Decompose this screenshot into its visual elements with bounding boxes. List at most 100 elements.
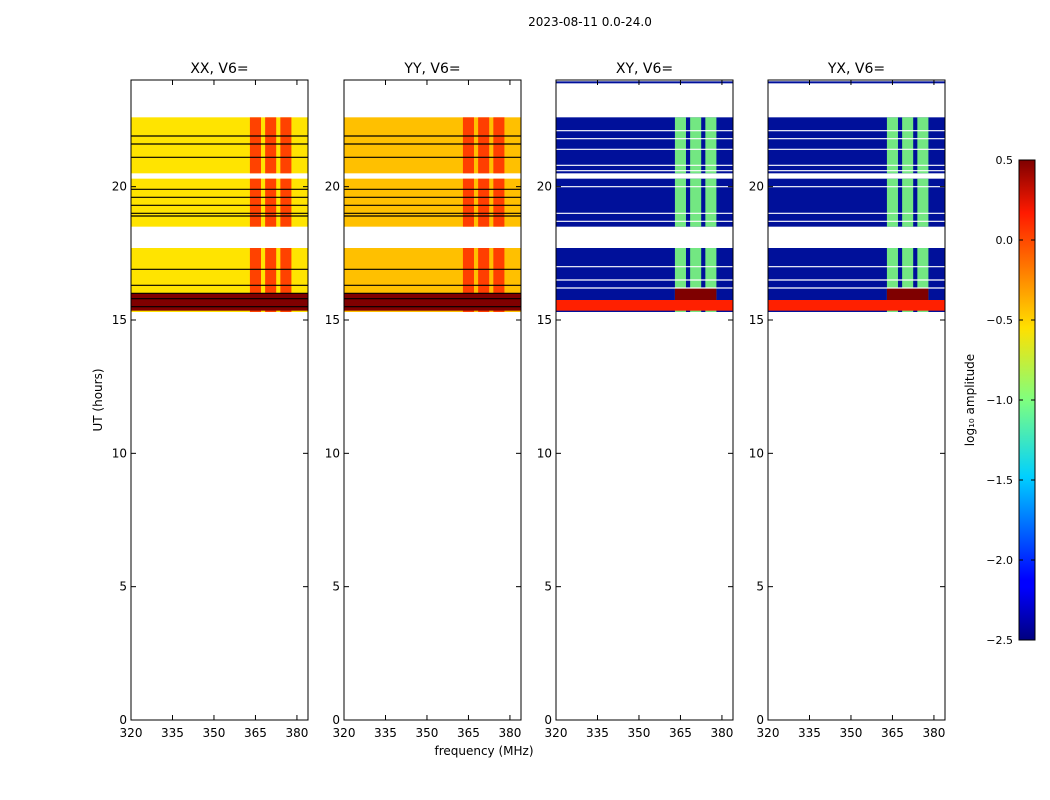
x-tick-label: 380 xyxy=(285,726,308,740)
rfi-strip xyxy=(249,248,261,312)
figure-title: 2023-08-11 0.0-24.0 xyxy=(528,15,652,29)
edge-row xyxy=(556,81,733,84)
y-tick-label: 10 xyxy=(749,446,764,460)
colorbar-tick-label: −2.0 xyxy=(986,554,1013,567)
rfi-strip xyxy=(265,117,277,174)
colorbar-label: log₁₀ amplitude xyxy=(963,354,977,446)
y-tick-label: 15 xyxy=(749,313,764,327)
x-axis-label: frequency (MHz) xyxy=(434,744,533,758)
data-band xyxy=(131,117,308,174)
x-tick-label: 320 xyxy=(120,726,143,740)
y-tick-label: 10 xyxy=(112,446,127,460)
x-tick-label: 350 xyxy=(203,726,226,740)
y-tick-label: 0 xyxy=(756,713,764,727)
panel-title: XY, V6= xyxy=(616,61,673,77)
rfi-strip xyxy=(493,117,505,174)
panel-title: YX, V6= xyxy=(827,61,885,77)
x-tick-label: 350 xyxy=(840,726,863,740)
axes-frame xyxy=(555,79,734,721)
x-tick-label: 335 xyxy=(798,726,821,740)
panel-1: XX, V6= 0 5 10 15 20 320 335 350 365 380 xyxy=(112,61,309,740)
x-tick-label: 320 xyxy=(545,726,568,740)
data-band xyxy=(344,178,521,227)
x-tick-label: 380 xyxy=(922,726,945,740)
y-tick-label: 5 xyxy=(332,580,340,594)
rfi-strip xyxy=(674,117,686,174)
saturated-band xyxy=(131,293,308,311)
colorbar-tick-label: 0.0 xyxy=(996,234,1014,247)
x-tick-label: 350 xyxy=(416,726,439,740)
x-tick-label: 365 xyxy=(881,726,904,740)
x-tick-label: 365 xyxy=(244,726,267,740)
rfi-strip xyxy=(886,117,898,174)
y-tick-label: 15 xyxy=(325,313,340,327)
rfi-strip xyxy=(280,178,292,227)
panel-4: YX, V6= 0 5 10 15 20 320 335 350 365 380 xyxy=(749,61,946,740)
rfi-strip xyxy=(674,178,686,227)
saturated-band xyxy=(886,288,929,300)
rfi-strip xyxy=(280,248,292,312)
y-tick-label: 20 xyxy=(749,180,764,194)
rfi-strip xyxy=(493,248,505,312)
rfi-strip xyxy=(249,117,261,174)
rfi-strip xyxy=(462,248,474,312)
rfi-strip xyxy=(478,178,490,227)
x-tick-label: 380 xyxy=(498,726,521,740)
rfi-strip xyxy=(690,178,702,227)
y-tick-label: 5 xyxy=(756,580,764,594)
x-tick-label: 350 xyxy=(628,726,651,740)
y-axis-label: UT (hours) xyxy=(91,368,105,431)
saturated-band xyxy=(344,293,521,311)
rfi-strip xyxy=(705,178,717,227)
y-tick-label: 15 xyxy=(112,313,127,327)
y-tick-label: 20 xyxy=(537,180,552,194)
colorbar-tick-label: 0.5 xyxy=(996,154,1014,167)
rfi-strip xyxy=(265,178,277,227)
x-tick-label: 335 xyxy=(586,726,609,740)
y-tick-label: 0 xyxy=(119,713,127,727)
rfi-strip xyxy=(249,178,261,227)
x-tick-label: 320 xyxy=(333,726,356,740)
data-band xyxy=(768,117,945,174)
colorbar-tick-label: −0.5 xyxy=(986,314,1013,327)
rfi-strip xyxy=(690,117,702,174)
panels: XX, V6= 0 5 10 15 20 320 335 350 365 380 YY, V6= 0 5 1… xyxy=(112,61,946,740)
y-tick-label: 20 xyxy=(112,180,127,194)
rfi-strip xyxy=(280,117,292,174)
axes-frame xyxy=(343,79,522,721)
data-band xyxy=(344,117,521,174)
y-tick-label: 0 xyxy=(332,713,340,727)
rfi-strip xyxy=(705,117,717,174)
x-tick-label: 335 xyxy=(374,726,397,740)
rfi-strip xyxy=(902,178,914,227)
data-band xyxy=(131,178,308,227)
y-tick-label: 5 xyxy=(544,580,552,594)
y-tick-label: 15 xyxy=(537,313,552,327)
x-tick-label: 335 xyxy=(161,726,184,740)
colorbar-tick-label: −1.0 xyxy=(986,394,1013,407)
colorbar: 0.5 0.0 −0.5 −1.0 −1.5 −2.0 −2.5 log₁₀ amplitu… xyxy=(963,154,1036,647)
y-tick-label: 10 xyxy=(537,446,552,460)
panel-2: YY, V6= 0 5 10 15 20 320 335 350 365 380 xyxy=(325,61,522,740)
colorbar-tick-label: −2.5 xyxy=(986,634,1013,647)
rfi-strip xyxy=(493,178,505,227)
rfi-strip xyxy=(902,117,914,174)
x-tick-label: 365 xyxy=(669,726,692,740)
rfi-strip xyxy=(917,178,929,227)
y-tick-label: 10 xyxy=(325,446,340,460)
colorbar-ticks: 0.5 0.0 −0.5 −1.0 −1.5 −2.0 −2.5 xyxy=(986,154,1035,647)
saturated-band xyxy=(768,300,945,311)
axes-frame xyxy=(767,79,946,721)
x-tick-label: 365 xyxy=(457,726,480,740)
panel-3: XY, V6= 0 5 10 15 20 320 335 350 365 380 xyxy=(537,61,734,740)
rfi-strip xyxy=(917,117,929,174)
data-band xyxy=(556,117,733,174)
panel-title: YY, V6= xyxy=(403,61,460,77)
rfi-strip xyxy=(265,248,277,312)
y-tick-label: 0 xyxy=(544,713,552,727)
rfi-strip xyxy=(886,178,898,227)
rfi-strip xyxy=(462,178,474,227)
colorbar-tick-label: −1.5 xyxy=(986,474,1013,487)
rfi-strip xyxy=(462,117,474,174)
x-tick-label: 320 xyxy=(757,726,780,740)
